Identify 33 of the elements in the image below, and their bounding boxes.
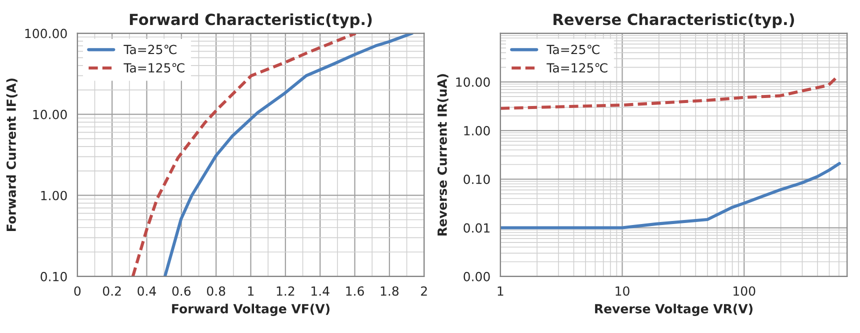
x-tick-label: 0.2 bbox=[102, 286, 121, 296]
x-axis-title: Reverse Voltage VR(V) bbox=[595, 304, 752, 316]
x-axis-title: Forward Voltage VF(V) bbox=[172, 304, 330, 316]
chart-title: Forward Characteristic(typ.) bbox=[130, 13, 372, 28]
legend-label: Ta=125℃ bbox=[124, 63, 184, 73]
x-tick-label: 10 bbox=[616, 286, 630, 296]
y-tick-label: 1.00 bbox=[41, 190, 67, 200]
y-tick-label: 0.01 bbox=[464, 223, 490, 233]
y-axis-title: Forward Current IF(A) bbox=[6, 78, 18, 232]
x-tick-label: 0 bbox=[74, 286, 81, 296]
legend-label: Ta=125℃ bbox=[546, 63, 608, 73]
legend-label: Ta=25℃ bbox=[124, 44, 176, 54]
x-tick-label: 1 bbox=[248, 286, 254, 296]
x-tick-label: 100 bbox=[734, 286, 756, 296]
x-tick-label: 1.4 bbox=[312, 286, 330, 296]
x-tick-label: 1.8 bbox=[380, 286, 399, 296]
chart-title: Reverse Characteristic(typ.) bbox=[554, 13, 794, 28]
y-tick-label: 0.00 bbox=[464, 272, 490, 282]
x-tick-label: 1.6 bbox=[346, 286, 364, 296]
y-tick-label: 100.00 bbox=[25, 28, 67, 38]
x-tick-label: 0.6 bbox=[172, 286, 191, 296]
y-tick-label: 10.00 bbox=[456, 77, 490, 87]
y-tick-label: 1.00 bbox=[464, 126, 490, 136]
x-tick-label: 1 bbox=[498, 286, 504, 296]
x-tick-label: 2 bbox=[421, 286, 427, 296]
x-tick-label: 0.8 bbox=[206, 286, 226, 296]
x-tick-label: 0.4 bbox=[138, 286, 156, 296]
y-tick-label: 0.10 bbox=[464, 174, 490, 184]
y-tick-label: 10.00 bbox=[33, 110, 67, 120]
y-tick-label: 0.10 bbox=[40, 272, 67, 282]
legend-label: Ta=25℃ bbox=[546, 44, 600, 54]
x-tick-label: 1.2 bbox=[276, 286, 294, 296]
y-axis-title: Reverse Current IR(uA) bbox=[437, 74, 448, 236]
